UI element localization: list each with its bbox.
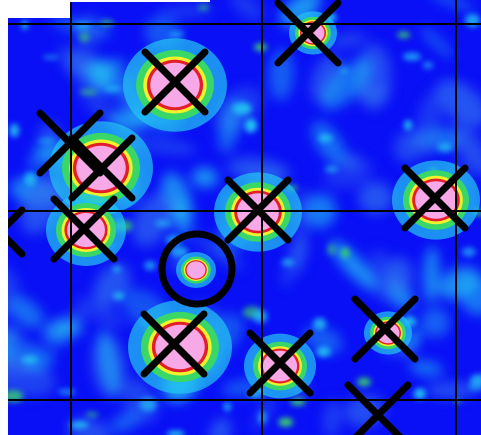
speckle [313,317,327,330]
speckle [79,89,98,95]
x-marker [140,310,208,378]
speckle [341,248,350,258]
x-marker [68,134,136,202]
x-marker [351,295,419,363]
noise-patch [98,329,119,396]
speckle [21,356,38,363]
speckle [324,166,339,173]
speckle [69,421,89,429]
speckle [167,430,185,435]
detection-markers [8,0,469,435]
speckle [85,411,98,418]
speckle [112,266,121,272]
x-marker [50,195,118,263]
noise-patch [423,246,439,304]
noise-patch [76,297,125,328]
x-marker [141,48,209,116]
noise-patch [425,382,478,399]
speckle [397,31,411,39]
speckle [404,120,412,131]
speckle [223,402,232,411]
speckle [339,67,349,74]
speckle [281,259,295,266]
speckle [113,292,125,299]
speckle [144,260,157,271]
noise-patch [191,167,219,188]
x-marker [36,109,104,177]
noise-patch [420,307,450,338]
noise-patch [358,181,394,214]
speckle [79,32,90,43]
noise-patch [88,60,114,92]
hotspot-peak [186,261,206,279]
speckle [154,219,171,227]
circle-marker [158,230,236,308]
noise-patch [311,121,346,165]
x-marker [344,381,412,435]
speckle [461,247,476,257]
noise-patch [409,360,444,376]
speckle [254,43,268,52]
noise-patch [359,83,390,106]
speckle [58,389,76,395]
speckle [104,86,122,91]
speckle [316,346,331,357]
speckle [198,4,210,11]
noise-patch [8,337,41,357]
x-marker [224,176,292,244]
speckle [356,377,372,387]
speckle [9,123,20,138]
noise-patch [428,0,475,12]
speckle [42,55,60,60]
speckle [413,388,426,400]
noise-patch [420,26,454,58]
x-marker [401,164,469,232]
speckle [278,417,294,427]
speckle [465,13,481,28]
speckle [437,142,453,152]
x-marker [8,206,26,258]
noise-patch [230,0,264,21]
noise-patch [435,79,481,127]
noise-patch [8,266,19,318]
noise-patch [209,418,232,435]
speckle [402,52,422,61]
hotspot [176,252,216,288]
speckle [318,134,333,143]
speckle [169,31,185,38]
speckle [37,138,56,143]
speckle [24,172,37,186]
noise-patch [8,296,44,328]
speckle [422,61,434,69]
noise-patch [394,130,423,163]
noise-patch [136,137,196,155]
speckle [170,246,189,257]
noise-patch [384,257,413,295]
noise-patch [452,123,481,176]
noise-patch [415,91,443,157]
noise-patch [281,232,306,287]
speckle [327,244,336,256]
noise-patch [132,192,174,247]
noise-patch [328,32,367,48]
noise-patch [321,58,373,110]
speckle [253,310,268,324]
noise-patch [323,157,373,189]
x-marker [274,0,342,67]
noise-patch [110,410,142,433]
noise-patch [323,399,342,435]
noise-patch [55,320,84,336]
noise-patch [438,266,480,300]
x-marker [246,329,314,397]
speckle [245,118,257,133]
speckle [232,102,252,115]
